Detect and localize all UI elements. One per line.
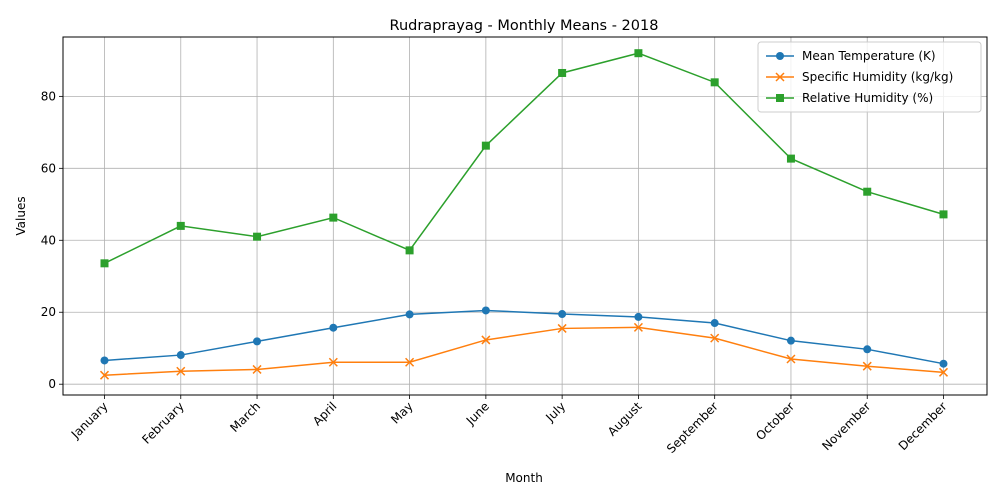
data-point — [710, 319, 719, 328]
y-axis-label: Values — [14, 196, 28, 235]
data-point — [328, 357, 338, 367]
data-point — [558, 68, 567, 77]
data-point — [99, 370, 110, 380]
data-point — [863, 345, 872, 354]
series-3 — [100, 49, 948, 268]
data-point — [481, 141, 490, 150]
chart-title: Rudraprayag - Monthly Means - 2018 — [390, 18, 659, 34]
y-tick-label: 40 — [41, 233, 56, 247]
series-1 — [100, 306, 948, 368]
plot-frame — [62, 36, 988, 396]
data-point — [786, 336, 795, 345]
legend-item: Relative Humidity (%) — [766, 91, 933, 105]
data-point — [253, 232, 262, 241]
data-point — [557, 323, 567, 333]
data-point — [176, 351, 185, 360]
series-line — [104, 326, 944, 376]
data-point — [176, 221, 185, 230]
legend: Mean Temperature (K) Specific Humidity (k… — [757, 41, 982, 113]
data-point — [862, 361, 872, 371]
x-axis-label: Month — [505, 471, 543, 485]
legend-marker — [776, 52, 784, 60]
legend-item: Mean Temperature (K) — [766, 49, 936, 63]
legend-frame — [757, 41, 982, 113]
data-point — [405, 357, 415, 367]
series-layer — [99, 49, 949, 380]
y-tick-label: 80 — [41, 89, 56, 103]
data-point — [938, 367, 949, 377]
data-point — [558, 310, 567, 319]
data-point — [100, 356, 109, 365]
data-point — [252, 364, 262, 374]
legend-item: Specific Humidity (kg/kg) — [766, 70, 953, 84]
data-point — [863, 187, 872, 196]
series-line — [104, 52, 944, 264]
y-tick-label: 60 — [41, 161, 56, 175]
data-point — [405, 310, 414, 319]
series-line — [104, 309, 944, 365]
data-point — [100, 259, 109, 268]
legend-label: Mean Temperature (K) — [802, 49, 936, 63]
data-point — [329, 323, 338, 332]
y-axis-ticks: 0 20 40 60 80 — [41, 89, 63, 391]
y-tick-label: 20 — [41, 305, 56, 319]
data-point — [176, 366, 186, 376]
data-point — [939, 359, 948, 368]
legend-marker — [775, 72, 785, 82]
data-point — [634, 312, 643, 321]
data-point — [481, 306, 490, 315]
series-2 — [99, 322, 949, 380]
y-tick-label: 0 — [48, 377, 56, 391]
data-point — [939, 210, 948, 219]
legend-label: Specific Humidity (kg/kg) — [802, 70, 953, 84]
data-point — [253, 337, 262, 346]
data-point — [405, 246, 414, 255]
data-point — [710, 333, 720, 343]
data-point — [634, 49, 643, 58]
legend-label: Relative Humidity (%) — [802, 91, 933, 105]
data-point — [329, 213, 338, 222]
data-point — [633, 322, 643, 332]
data-point — [481, 335, 491, 345]
data-point — [786, 154, 795, 163]
legend-marker — [776, 94, 784, 102]
data-point — [786, 354, 796, 364]
data-point — [710, 78, 719, 87]
